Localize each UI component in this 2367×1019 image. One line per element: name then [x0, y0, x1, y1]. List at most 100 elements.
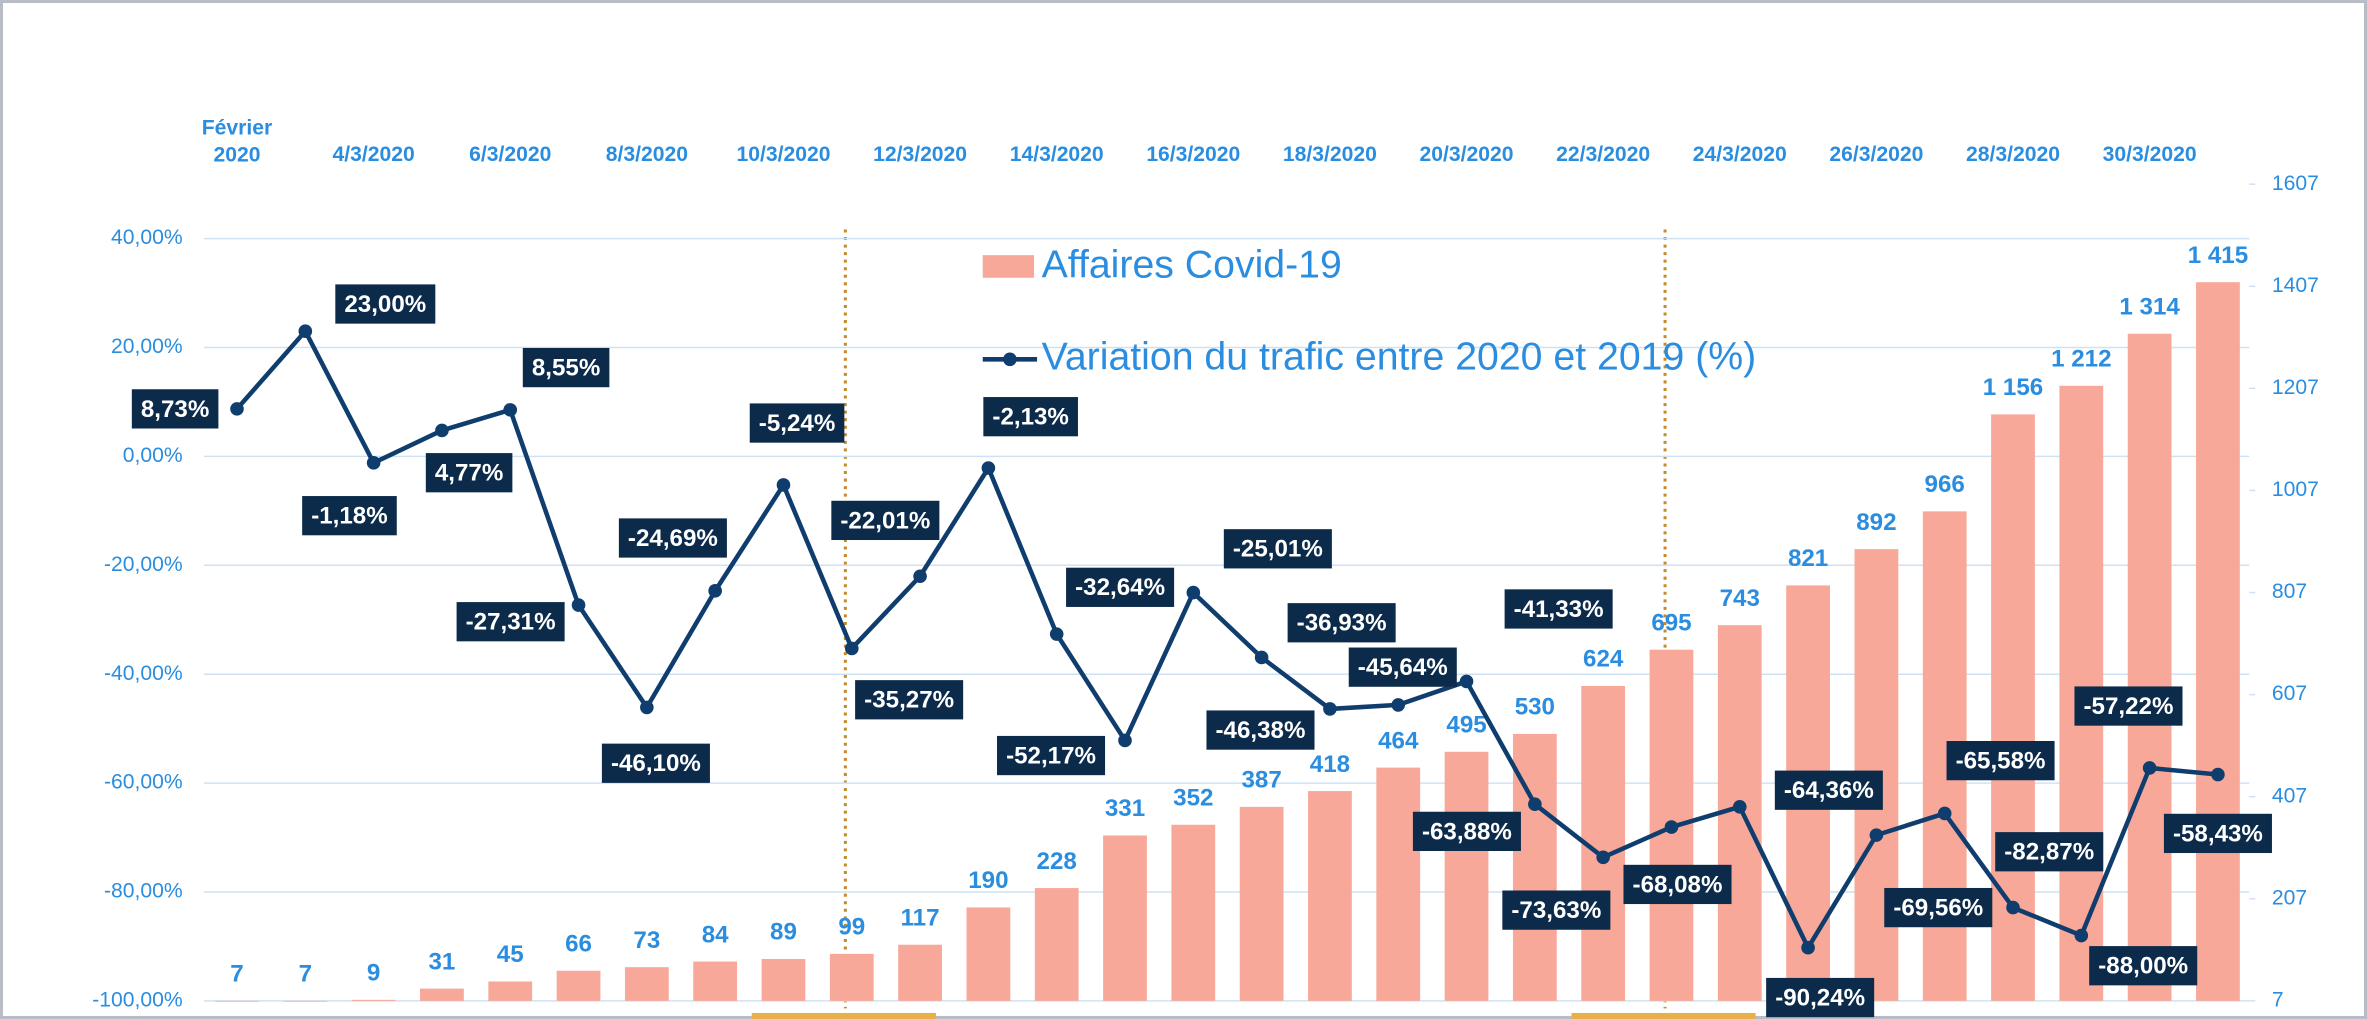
bar [556, 970, 601, 1001]
bar [1103, 835, 1147, 1001]
bar-label: 45 [497, 941, 524, 968]
line-point [1049, 627, 1064, 641]
x-tick-label: Février 2020 [202, 116, 272, 166]
line-point [1596, 850, 1610, 865]
line-label-text: -25,01% [1233, 536, 1323, 563]
line-point [1118, 733, 1132, 748]
bar [488, 981, 533, 1001]
line-label: -5,24% [749, 403, 845, 443]
label-box [1884, 887, 1993, 928]
line-label: -69,56% [1884, 887, 1993, 928]
bar-label: 1 415 [2188, 242, 2248, 269]
line-label: -90,24% [1766, 977, 1875, 1018]
x-tick-label: 18/3/2020 [1283, 143, 1377, 166]
line-label-text: -90,24% [1775, 984, 1865, 1011]
line-label-text: -46,10% [611, 750, 701, 777]
bar [351, 999, 396, 1001]
line-label-text: -82,87% [2004, 839, 2094, 866]
bar-label: 9 [367, 960, 380, 987]
bar-label: 99 [838, 914, 865, 941]
line-label-text: -5,24% [759, 410, 835, 437]
line-label: -65,58% [1946, 741, 2055, 781]
line-label-text: -88,00% [2098, 953, 2188, 980]
legend-swatch [982, 255, 1035, 278]
label-box [456, 602, 565, 642]
line-label: -82,87% [1995, 832, 2104, 872]
line-label-text: 23,00% [344, 291, 426, 318]
line-label-text: -41,33% [1514, 596, 1604, 623]
label-box [1623, 864, 1732, 905]
bar-label: 89 [770, 919, 797, 946]
label-box [131, 389, 219, 429]
line-label: 8,73% [131, 389, 219, 429]
label-box [618, 518, 727, 558]
line-label: -22,01% [831, 500, 940, 541]
y-tick-label: 0,00% [123, 444, 183, 467]
y2-tick-label: 1407 [2272, 274, 2319, 297]
line-label-text: -45,64% [1358, 654, 1448, 681]
line-label-text: -24,69% [628, 525, 718, 552]
bar [1376, 767, 1421, 1001]
bar-label: 387 [1241, 767, 1281, 794]
bar [1239, 806, 1284, 1001]
label-box [749, 403, 845, 443]
line-label: -32,64% [1066, 567, 1175, 607]
bar-label: 966 [1925, 471, 1965, 498]
line-point [1459, 674, 1474, 689]
x-tick-label: 26/3/2020 [1829, 143, 1923, 166]
line-point [640, 700, 654, 715]
line-label: -68,08% [1623, 864, 1732, 905]
line-label-text: 8,73% [141, 396, 209, 423]
x-tick-label: 12/3/2020 [873, 143, 967, 166]
y2-tick-label: 207 [2272, 886, 2307, 909]
line-label-text: -64,36% [1784, 777, 1874, 804]
line-label: -64,36% [1774, 770, 1883, 810]
label-box [2089, 946, 2198, 986]
line-label-text: -57,22% [2084, 693, 2174, 720]
label-box [601, 743, 710, 783]
line-label-text: -63,88% [1422, 818, 1512, 845]
line-point [2006, 900, 2020, 915]
line-point [1528, 797, 1542, 812]
label-box [1287, 603, 1396, 643]
line-label: -58,43% [2163, 813, 2272, 854]
x-tick-label: 22/3/2020 [1556, 143, 1650, 166]
y-tick-label: -100,00% [92, 988, 183, 1011]
label-box [1774, 770, 1883, 810]
line-label: -24,69% [618, 518, 727, 558]
label-box [1206, 710, 1315, 750]
bar-label: 66 [565, 930, 592, 957]
line-label-text: -46,38% [1216, 717, 1306, 744]
legend-label: Variation du trafic entre 2020 et 2019 (… [1042, 335, 1757, 379]
label-box [425, 453, 513, 493]
label-box [1946, 741, 2055, 781]
bar [693, 961, 738, 1001]
bar [2196, 282, 2240, 1001]
line-label-text: 8,55% [532, 354, 600, 381]
x-tick-label: 30/3/2020 [2103, 143, 2197, 166]
y-tick-label: 20,00% [111, 335, 183, 358]
line-point [366, 456, 381, 470]
bar-label: 530 [1515, 694, 1555, 721]
line-point [913, 569, 927, 584]
line-label-text: -58,43% [2173, 820, 2263, 847]
bar-label: 821 [1788, 545, 1828, 572]
x-tick-label: 24/3/2020 [1693, 143, 1787, 166]
y2-tick-label: 7 [2272, 988, 2284, 1011]
line-label: -36,93% [1287, 603, 1396, 643]
bar [420, 988, 464, 1001]
legend-label: Affaires Covid-19 [1042, 243, 1342, 287]
bar-label: 418 [1310, 751, 1350, 778]
line-label: -1,18% [302, 496, 397, 536]
line-label-text: -69,56% [1893, 894, 1983, 921]
y2-tick-label: 607 [2272, 682, 2307, 705]
bar [1308, 791, 1352, 1001]
line-label: -46,10% [601, 743, 710, 783]
label-box [1504, 589, 1613, 629]
y2-tick-label: 407 [2272, 784, 2307, 807]
bar-label: 695 [1651, 609, 1691, 636]
line-label: -46,38% [1206, 710, 1315, 750]
x-tick-label: 14/3/2020 [1010, 143, 1104, 166]
line-point [1323, 702, 1337, 716]
line-point [571, 598, 586, 612]
